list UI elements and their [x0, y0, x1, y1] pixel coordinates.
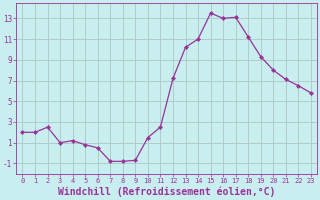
- X-axis label: Windchill (Refroidissement éolien,°C): Windchill (Refroidissement éolien,°C): [58, 187, 276, 197]
